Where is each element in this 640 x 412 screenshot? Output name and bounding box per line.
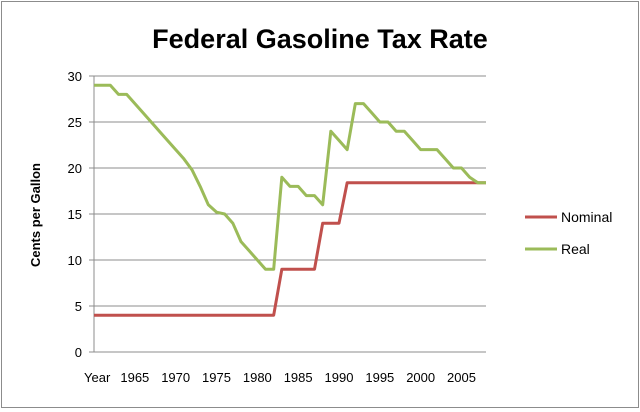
y-tick-label: 10 [68,253,82,268]
x-tick-label: 1980 [243,370,272,385]
x-tick-label: 1990 [325,370,354,385]
series-line-nominal [94,181,486,317]
x-tick-label: 1995 [365,370,394,385]
y-axis-label: Cents per Gallon [28,163,43,267]
x-tick-label: 1970 [161,370,190,385]
axes [89,75,486,353]
y-tick-label: 30 [68,69,82,84]
series-line-real [94,83,486,271]
x-tick-label: 1985 [284,370,313,385]
legend-label-nominal: Nominal [561,209,612,225]
y-tick-label: 0 [75,345,82,360]
x-tick-label: 1975 [202,370,231,385]
legend-label-real: Real [561,241,590,257]
chart-title: Federal Gasoline Tax Rate [152,24,488,54]
chart: Federal Gasoline Tax Rate Cents per Gall… [28,24,612,385]
y-tick-label: 20 [68,161,82,176]
gridlines [94,75,486,307]
legend: Nominal Real [525,209,612,257]
y-tick-label: 25 [68,115,82,130]
y-tick-labels: 0 5 10 15 20 25 30 [68,69,82,360]
y-tick-label: 5 [75,299,82,314]
x-tick-label: Year [84,370,111,385]
x-tick-labels: Year 1965 1970 1975 1980 1985 1990 1995 2000 2005 [84,370,476,385]
x-tick-label: 2005 [447,370,476,385]
x-tick-label: 1965 [120,370,149,385]
y-tick-label: 15 [68,207,82,222]
series-lines [94,83,486,317]
x-tick-label: 2000 [406,370,435,385]
